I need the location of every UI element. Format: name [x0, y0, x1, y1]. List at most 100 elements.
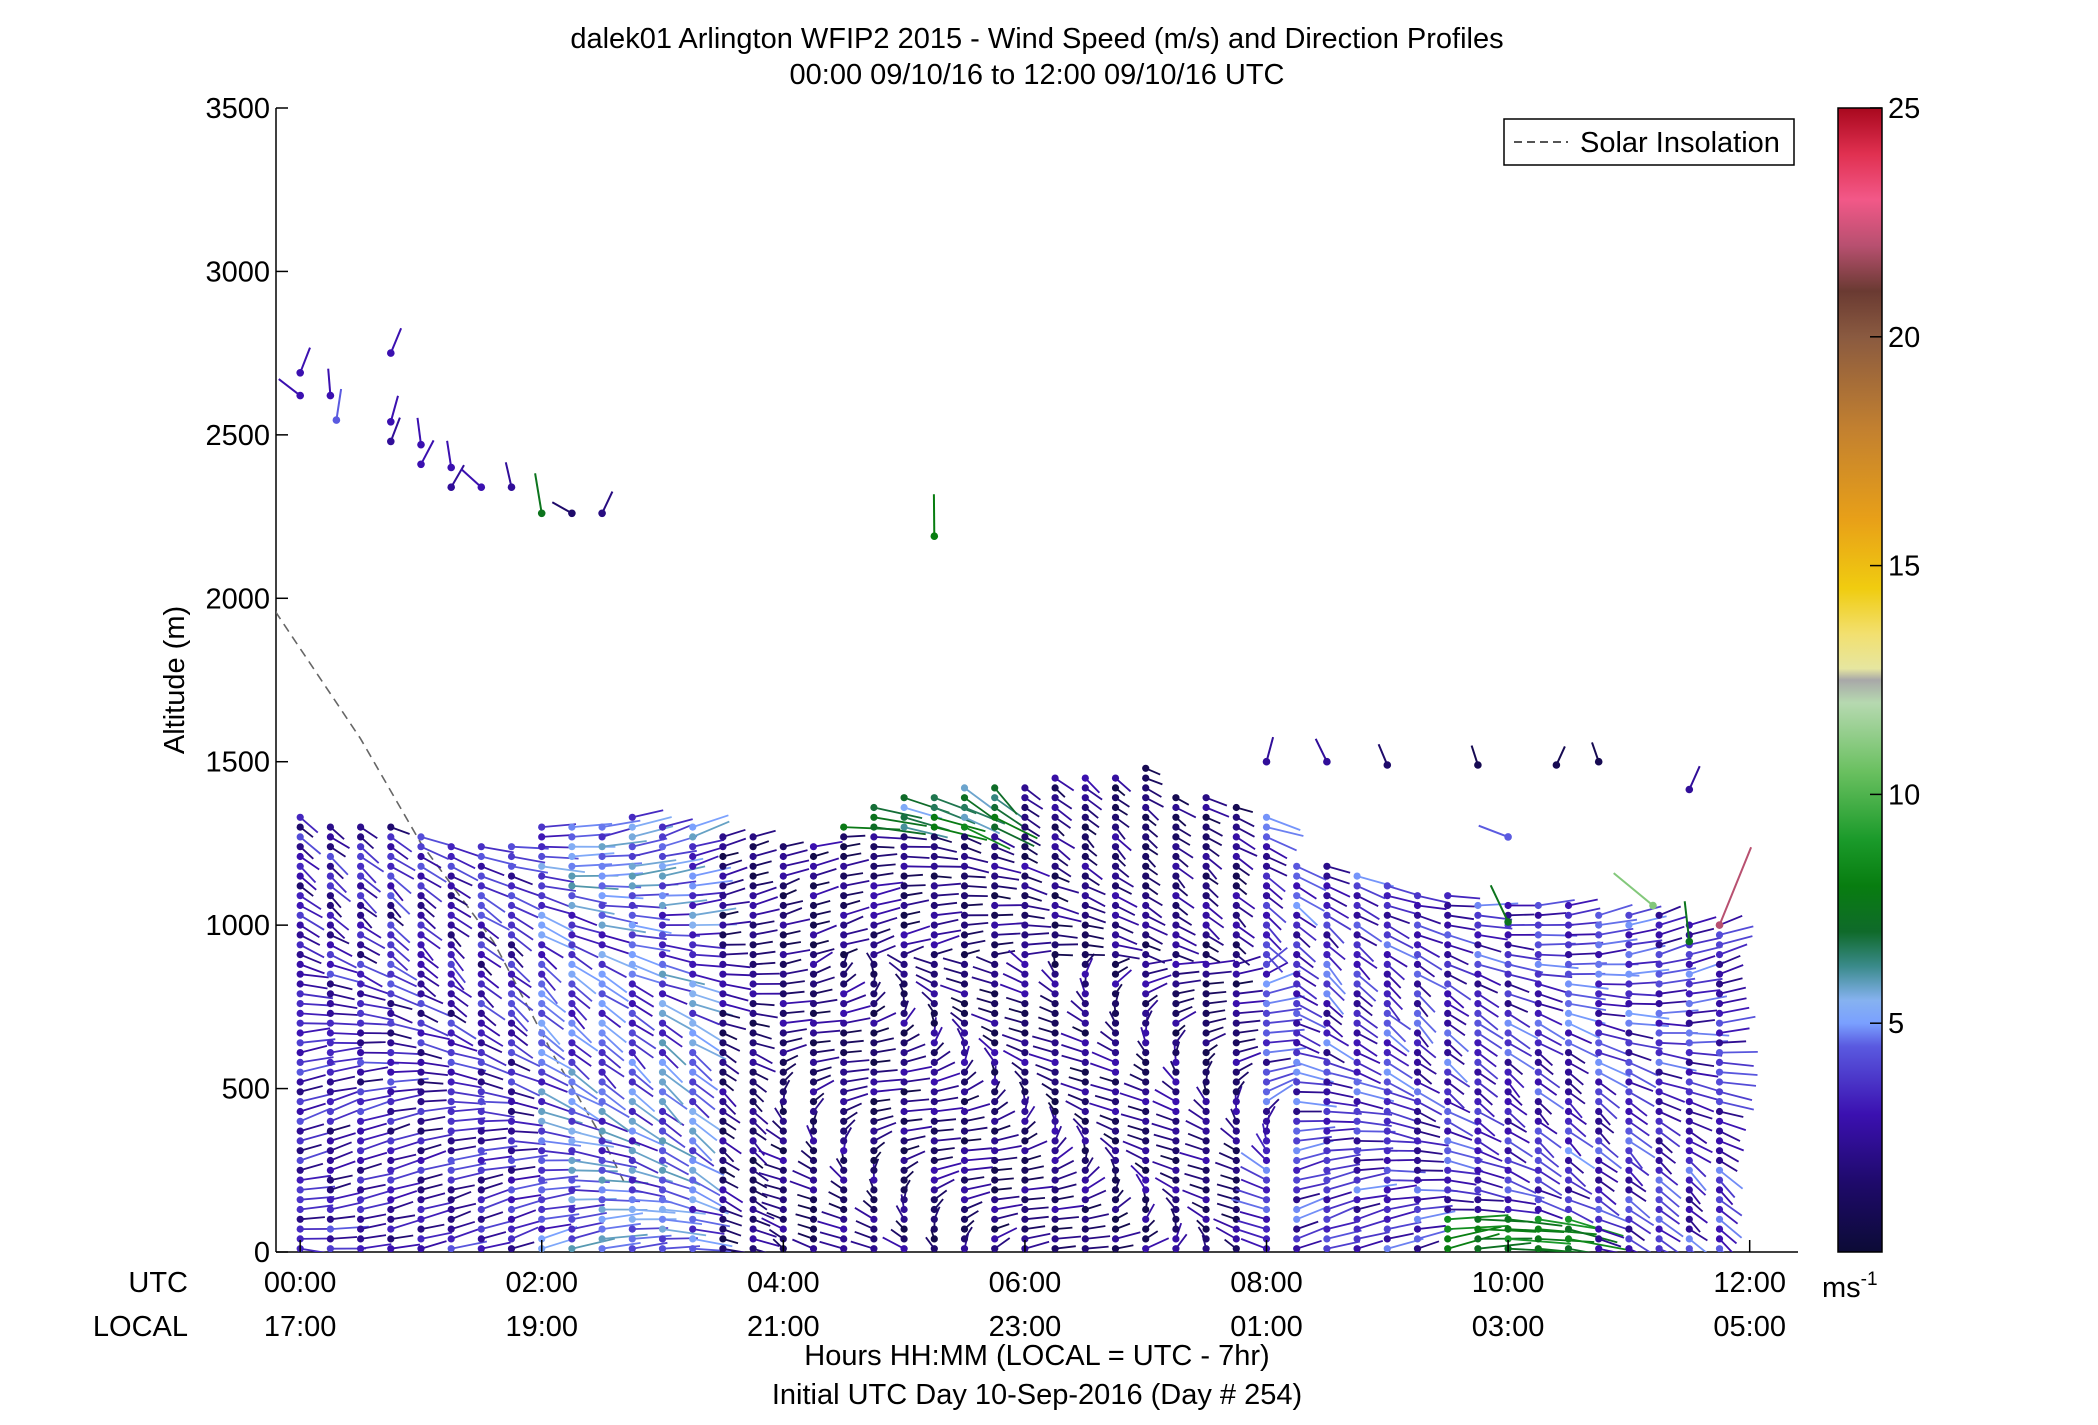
- wind-barb-point: [1625, 1127, 1633, 1135]
- wind-barb-point: [1111, 1156, 1120, 1165]
- wind-barb-stem: [1213, 1218, 1237, 1230]
- wind-barb-stem: [752, 829, 776, 838]
- wind-barb-point: [658, 1088, 667, 1096]
- wind-barb-point: [1413, 1166, 1422, 1174]
- wind-barb-stem: [481, 1090, 514, 1100]
- wind-barb-stem: [1236, 955, 1261, 966]
- wind-barb-point: [1685, 980, 1693, 988]
- y-tick-label: 500: [222, 1074, 270, 1106]
- wind-barb-point: [1564, 1068, 1573, 1076]
- wind-barb-point: [1715, 1088, 1724, 1096]
- wind-barb-point: [1202, 1176, 1210, 1184]
- wind-barb-point: [809, 882, 818, 890]
- wind-barb-point: [477, 970, 485, 978]
- wind-barb-point: [960, 784, 969, 792]
- wind-barb-stem: [1417, 1240, 1440, 1250]
- wind-barb-stem: [1356, 944, 1375, 963]
- wind-barb-point: [1383, 892, 1391, 900]
- wind-barb-stem: [420, 1127, 444, 1132]
- wind-barb-point: [930, 921, 938, 929]
- wind-barb-point: [719, 951, 727, 959]
- wind-barb-point: [357, 941, 365, 949]
- wind-barb-point: [1293, 1235, 1301, 1243]
- wind-barb-point: [930, 1068, 938, 1076]
- wind-barb-point: [1323, 1039, 1331, 1047]
- wind-barb-point: [628, 1225, 636, 1233]
- wind-barb-point: [1625, 1009, 1633, 1018]
- wind-barb-point: [296, 843, 304, 851]
- colorbar-tick-label: 15: [1888, 551, 1920, 583]
- wind-barb-point: [1021, 1098, 1029, 1106]
- wind-barb-point: [568, 882, 576, 890]
- wind-barb-point: [809, 872, 818, 880]
- wind-barb-point: [1504, 1215, 1512, 1223]
- wind-barb-point: [809, 960, 818, 969]
- wind-barb-point: [1444, 960, 1452, 969]
- wind-barb-stem: [662, 849, 697, 858]
- wind-barb-point: [628, 1215, 636, 1223]
- profile-column: [789, 840, 843, 1252]
- wind-barb-stem: [1357, 1167, 1385, 1172]
- wind-barb-stem: [1507, 1179, 1537, 1195]
- wind-barb-point: [1444, 1039, 1452, 1047]
- wind-barb-point: [900, 1215, 908, 1223]
- wind-barb-point: [1715, 1235, 1724, 1243]
- wind-barb-point: [1111, 823, 1120, 831]
- wind-barb-point: [930, 1049, 938, 1057]
- wind-barb-point: [1474, 980, 1482, 988]
- profile-column: [749, 829, 783, 1252]
- wind-barb-stem: [692, 1022, 723, 1043]
- wind-barb-stem: [1568, 1002, 1607, 1011]
- wind-barb-stem: [662, 1208, 706, 1215]
- wind-barb-point: [1413, 1068, 1422, 1076]
- wind-barb-stem: [1507, 1159, 1539, 1173]
- wind-barb-point: [1655, 970, 1663, 978]
- wind-barb-stem: [1537, 1041, 1564, 1056]
- wind-barb-stem: [480, 953, 502, 969]
- wind-barb-stem: [390, 836, 413, 853]
- wind-barb-stem: [299, 855, 320, 871]
- wind-barb-point: [477, 1088, 485, 1096]
- wind-barb-point: [1232, 843, 1240, 851]
- wind-barb-stem: [970, 1013, 996, 1025]
- wind-barb-point: [1715, 1117, 1724, 1125]
- profile-column: [1231, 813, 1306, 1252]
- wind-barb-point: [870, 1235, 878, 1243]
- wind-barb-point: [1444, 1098, 1452, 1106]
- profile-column: [1715, 914, 1758, 1252]
- wind-barb-stem: [631, 1140, 659, 1152]
- wind-barb-point: [1142, 901, 1150, 910]
- wind-barb-point: [1142, 1049, 1150, 1057]
- wind-barb-stem: [1054, 1171, 1077, 1181]
- wind-barb-point: [568, 901, 576, 910]
- wind-barb-point: [689, 1127, 697, 1135]
- wind-barb-stem: [571, 1032, 599, 1052]
- wind-barb-stem: [299, 1102, 326, 1113]
- wind-barb-stem: [1265, 944, 1288, 963]
- wind-barb-point: [296, 369, 305, 377]
- wind-barb-point: [779, 980, 787, 988]
- wind-barb-point: [1172, 1068, 1180, 1076]
- wind-barb-stem: [1447, 1233, 1500, 1250]
- wind-barb-point: [1232, 1147, 1240, 1155]
- wind-barb-stem: [631, 1120, 663, 1142]
- wind-barb-stem: [1266, 1047, 1306, 1054]
- wind-barb-point: [1413, 1225, 1422, 1233]
- wind-barb-stem: [934, 1137, 961, 1142]
- wind-barb-stem: [1598, 1218, 1628, 1231]
- wind-barb-point: [1111, 911, 1120, 919]
- wind-barb-stem: [692, 1032, 720, 1052]
- wind-barb-point: [1413, 1039, 1422, 1047]
- wind-barb-point: [1715, 1029, 1724, 1037]
- wind-barb-point: [870, 882, 878, 890]
- wind-barb-point: [507, 1225, 516, 1233]
- wind-barb-point: [296, 911, 304, 919]
- wind-barb-point: [507, 901, 516, 910]
- wind-barb-point: [840, 1186, 848, 1194]
- wind-barb-point: [960, 862, 969, 870]
- wind-barb-point: [840, 1205, 848, 1214]
- wind-barb-point: [658, 833, 667, 841]
- wind-barb-stem: [420, 1183, 443, 1191]
- wind-barb-point: [1202, 1137, 1210, 1145]
- wind-barb-point: [1655, 941, 1663, 949]
